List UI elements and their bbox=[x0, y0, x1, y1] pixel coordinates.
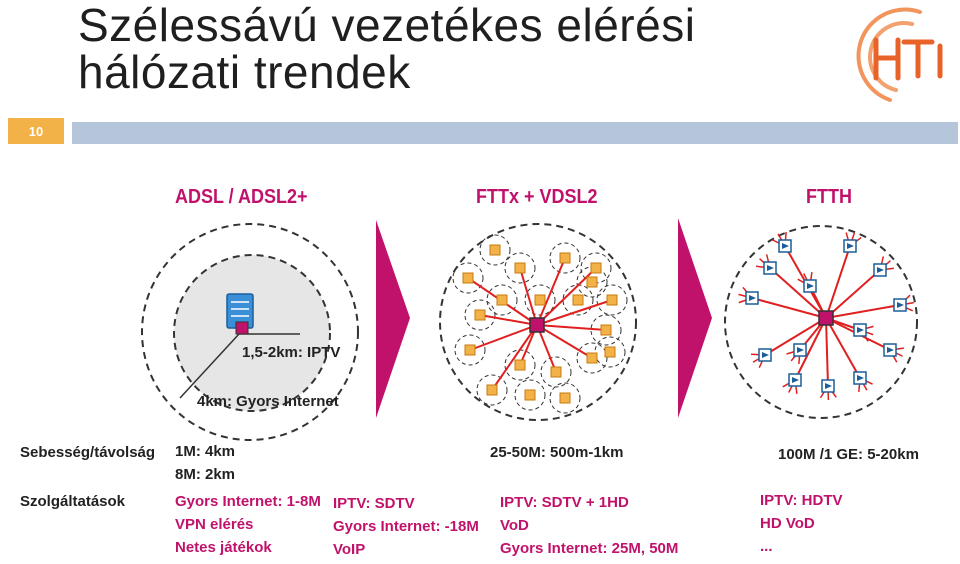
heading-fttx: FTTx + VDSL2 bbox=[476, 186, 598, 208]
cabinet-node bbox=[489, 244, 501, 256]
cabinet-node bbox=[559, 252, 571, 264]
cabinet-node bbox=[514, 262, 526, 274]
services-adsl2: IPTV: SDTV Gyors Internet: -18M VoIP bbox=[333, 492, 479, 561]
cabinet-node bbox=[572, 294, 584, 306]
arrow-1 bbox=[376, 220, 410, 418]
cabinet-node bbox=[550, 366, 562, 378]
services-adsl: Gyors Internet: 1-8M VPN elérés Netes já… bbox=[175, 490, 321, 559]
speed-adsl: 1M: 4km 8M: 2km bbox=[175, 440, 235, 486]
speed-adsl-1: 1M: 4km bbox=[175, 443, 236, 460]
arrow-2 bbox=[678, 218, 712, 418]
service-item: Gyors Internet: -18M bbox=[333, 518, 479, 535]
cabinet-node bbox=[559, 392, 571, 404]
slide-number: 10 bbox=[8, 118, 64, 144]
row-label-services: Szolgáltatások bbox=[20, 493, 126, 510]
speed-adsl-2: 8M: 2km bbox=[175, 466, 236, 483]
header-bar bbox=[72, 122, 958, 144]
hti-logo bbox=[856, 7, 943, 102]
service-item: IPTV: SDTV bbox=[333, 495, 415, 512]
cabinet-node bbox=[586, 276, 598, 288]
title-line-1: Szélessávú vezetékes elérési bbox=[78, 0, 696, 51]
service-item: Gyors Internet: 1-8M bbox=[175, 493, 321, 510]
ftth-diagram bbox=[724, 225, 918, 419]
title-line-2: hálózati trendek bbox=[78, 46, 411, 98]
slide-title: Szélessávú vezetékes elérési hálózati tr… bbox=[78, 2, 695, 96]
cabinet-node bbox=[590, 262, 602, 274]
row-label-speed: Sebesség/távolság bbox=[20, 444, 156, 461]
cabinet-node bbox=[496, 294, 508, 306]
cabinet-node bbox=[586, 352, 598, 364]
adsl-diagram: 1,5-2km: IPTV 4km: Gyors Internet bbox=[141, 223, 359, 441]
cabinet-node bbox=[474, 309, 486, 321]
service-item: VPN elérés bbox=[175, 516, 254, 533]
cabinet-node bbox=[514, 359, 526, 371]
service-item: HD VoD bbox=[760, 515, 815, 532]
cabinet-node bbox=[486, 384, 498, 396]
heading-ftth: FTTH bbox=[806, 186, 852, 208]
service-item: IPTV: SDTV + 1HD bbox=[500, 494, 629, 511]
heading-adsl: ADSL / ADSL2+ bbox=[175, 186, 308, 208]
service-item: VoIP bbox=[333, 541, 366, 558]
cabinet-node bbox=[524, 389, 536, 401]
service-item: ... bbox=[760, 538, 773, 555]
services-fttx: IPTV: SDTV + 1HD VoD Gyors Internet: 25M… bbox=[500, 491, 678, 560]
service-item: Netes játékok bbox=[175, 539, 272, 556]
cabinet-node bbox=[464, 344, 476, 356]
service-item: VoD bbox=[500, 517, 529, 534]
cabinet-node bbox=[534, 294, 546, 306]
speed-fttx: 25-50M: 500m-1km bbox=[490, 444, 624, 461]
service-item: IPTV: HDTV bbox=[760, 492, 843, 509]
fttx-diagram bbox=[439, 223, 637, 421]
service-item: Gyors Internet: 25M, 50M bbox=[500, 540, 679, 557]
cabinet-node bbox=[600, 324, 612, 336]
cabinet-node bbox=[462, 272, 474, 284]
services-ftth: IPTV: HDTV HD VoD ... bbox=[760, 489, 843, 558]
cabinet-node bbox=[606, 294, 618, 306]
cabinet-node bbox=[604, 346, 616, 358]
speed-ftth: 100M /1 GE: 5-20km bbox=[778, 446, 919, 463]
adsl-internet-label: 4km: Gyors Internet bbox=[197, 393, 339, 410]
adsl-iptv-label: 1,5-2km: IPTV bbox=[242, 344, 340, 361]
